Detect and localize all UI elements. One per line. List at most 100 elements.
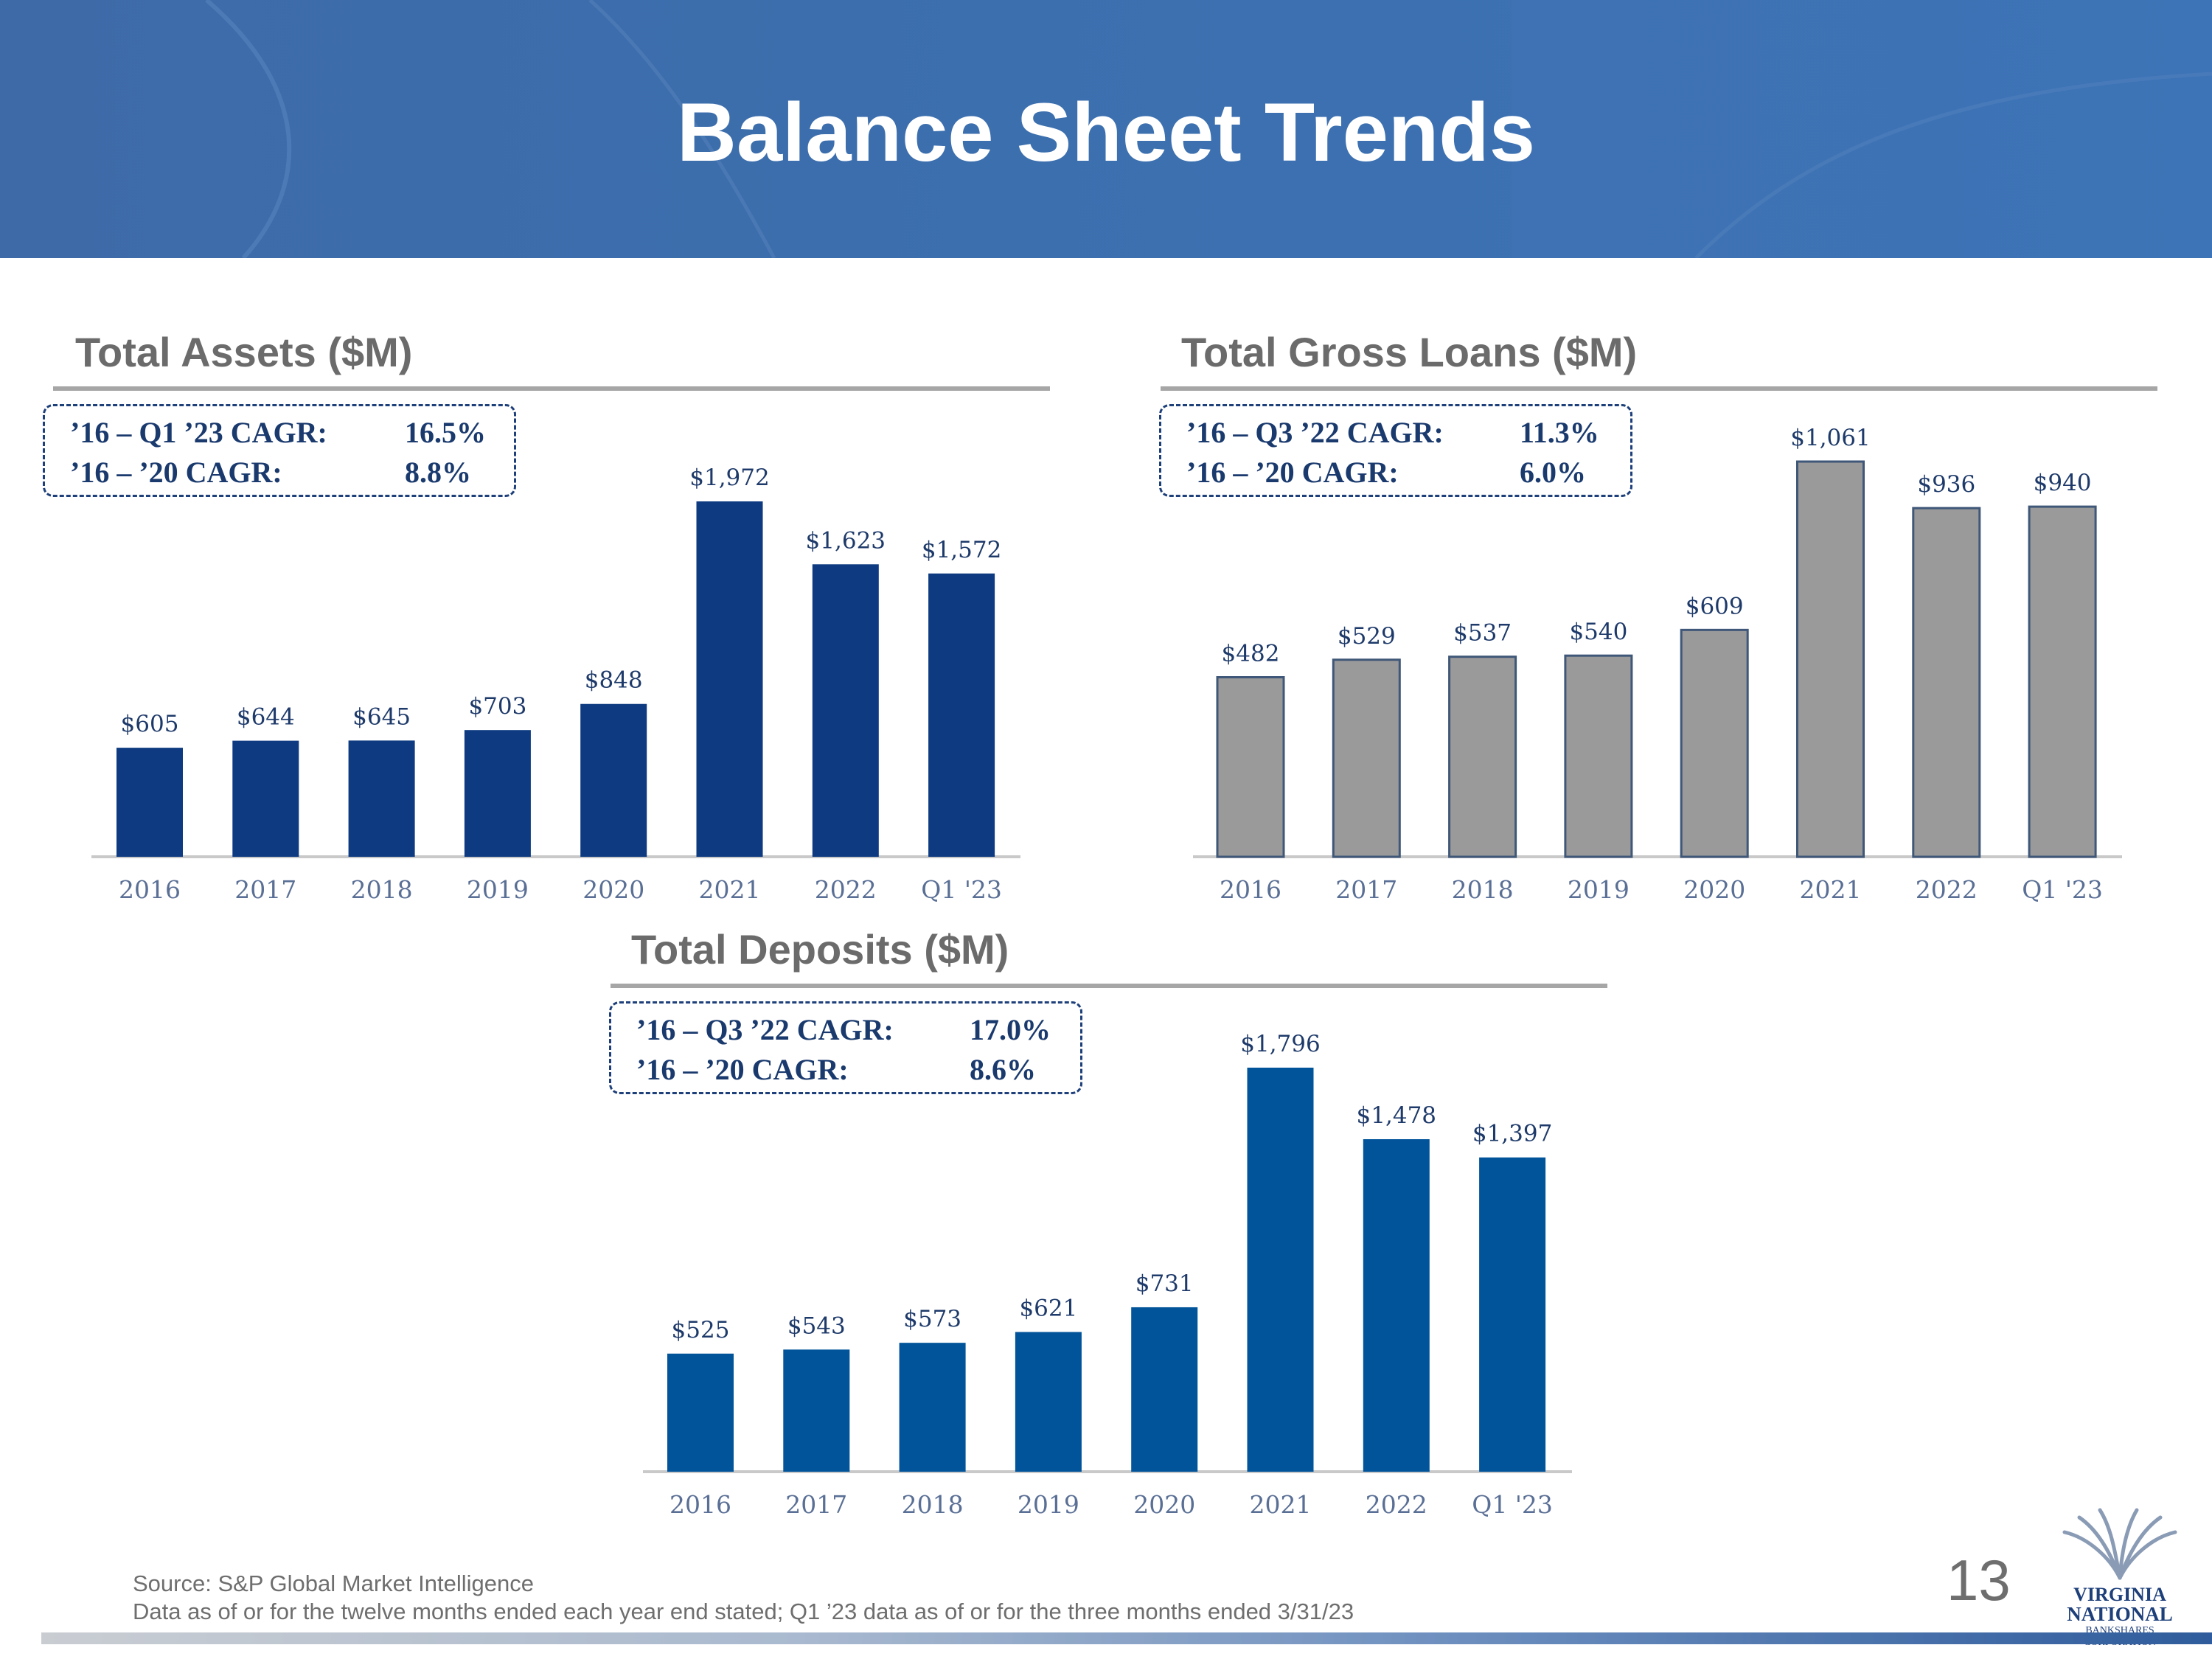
- header-banner: Balance Sheet Trends: [0, 0, 2212, 258]
- x-tick-label: Q1 '23: [1472, 1490, 1553, 1519]
- assets-panel-title: Total Assets ($M): [75, 329, 413, 375]
- page-title: Balance Sheet Trends: [676, 86, 1536, 178]
- bar: [1363, 1139, 1430, 1472]
- footer-gradient-bar: [41, 1632, 2212, 1644]
- bar: [2028, 505, 2097, 858]
- data-label: $573: [903, 1306, 961, 1332]
- company-logo: VIRGINIA NATIONAL BANKSHARES CORPORATION: [2057, 1504, 2183, 1648]
- x-tick-label: 2020: [1683, 875, 1745, 904]
- data-label: $1,796: [1240, 1031, 1320, 1057]
- x-tick-label: 2019: [1018, 1490, 1079, 1519]
- data-label: $1,397: [1472, 1121, 1552, 1147]
- x-tick-label: 2022: [815, 875, 877, 904]
- data-label: $540: [1569, 619, 1627, 645]
- bar: [232, 740, 299, 857]
- data-label: $848: [585, 667, 643, 694]
- data-label: $1,623: [806, 527, 886, 554]
- x-tick-label: 2018: [1452, 875, 1514, 904]
- bar: [928, 573, 995, 857]
- data-label: $1,972: [689, 465, 769, 491]
- assets-cagr-box: ’16 – Q1 ’23 CAGR: 16.5% ’16 – ’20 CAGR:…: [43, 404, 516, 497]
- data-label: $529: [1338, 623, 1396, 650]
- assets-cagr-label-2: ’16 – ’20 CAGR:: [70, 456, 282, 489]
- loans-cagr-label-2: ’16 – ’20 CAGR:: [1186, 456, 1399, 489]
- data-label: $1,572: [922, 537, 1001, 563]
- data-label: $621: [1019, 1295, 1077, 1322]
- data-label: $543: [787, 1312, 846, 1339]
- logo-text-line2: NATIONAL: [2067, 1603, 2173, 1625]
- bar: [1332, 658, 1401, 858]
- bar: [116, 748, 183, 857]
- bar: [1680, 628, 1749, 858]
- bar: [783, 1349, 850, 1472]
- data-label: $525: [672, 1317, 730, 1343]
- x-tick-label: 2019: [467, 875, 529, 904]
- x-tick-label: 2021: [1250, 1490, 1312, 1519]
- data-label: $940: [2034, 470, 2092, 496]
- source-line: Source: S&P Global Market Intelligence: [133, 1571, 534, 1596]
- logo-wheat-icon: [2062, 1508, 2177, 1580]
- bar: [1216, 676, 1285, 858]
- deposits-cagr-value-1: 17.0%: [970, 1013, 1051, 1046]
- assets-title-rule: [53, 386, 1050, 391]
- loans-panel-title: Total Gross Loans ($M): [1181, 329, 1638, 375]
- deposits-title-rule: [611, 984, 1607, 988]
- assets-cagr-value-1: 16.5%: [405, 416, 486, 449]
- deposits-cagr-box: ’16 – Q3 ’22 CAGR: 17.0% ’16 – ’20 CAGR:…: [609, 1001, 1082, 1094]
- logo-text-line1: VIRGINIA: [2073, 1584, 2166, 1605]
- bar: [1448, 655, 1517, 858]
- data-label: $1,478: [1357, 1102, 1436, 1129]
- data-label: $609: [1686, 593, 1744, 619]
- x-tick-label: 2022: [1916, 875, 1978, 904]
- loans-cagr-value-2: 6.0%: [1520, 456, 1586, 489]
- bar: [1015, 1332, 1082, 1472]
- deposits-cagr-label-1: ’16 – Q3 ’22 CAGR:: [636, 1013, 894, 1046]
- x-tick-label: 2018: [902, 1490, 964, 1519]
- deposits-panel-title: Total Deposits ($M): [631, 926, 1009, 973]
- x-tick-label: 2021: [699, 875, 761, 904]
- header-decoration: [205, 0, 2212, 258]
- bar: [1247, 1068, 1314, 1472]
- x-tick-label: 2016: [1220, 875, 1281, 904]
- deposits-cagr-value-2: 8.6%: [970, 1053, 1036, 1086]
- x-tick-label: 2020: [582, 875, 644, 904]
- data-label: $482: [1222, 641, 1280, 667]
- bar: [1564, 654, 1633, 858]
- data-label: $1,061: [1790, 425, 1870, 451]
- loans-cagr-label-1: ’16 – Q3 ’22 CAGR:: [1186, 416, 1444, 449]
- x-tick-label: 2022: [1366, 1490, 1427, 1519]
- bar: [696, 501, 763, 857]
- data-label: $703: [468, 693, 526, 720]
- page-number: 13: [1947, 1548, 2011, 1613]
- bar: [464, 730, 531, 857]
- data-label: $644: [237, 704, 295, 731]
- bar: [899, 1343, 966, 1472]
- deposits-cagr-label-2: ’16 – ’20 CAGR:: [636, 1053, 849, 1086]
- loans-title-rule: [1161, 386, 2157, 391]
- bar: [812, 564, 879, 857]
- bar: [1479, 1157, 1546, 1472]
- x-tick-label: 2017: [234, 875, 296, 904]
- x-tick-label: 2017: [785, 1490, 847, 1519]
- x-tick-label: Q1 '23: [2022, 875, 2103, 904]
- x-tick-label: 2021: [1800, 875, 1862, 904]
- x-tick-label: 2019: [1568, 875, 1630, 904]
- loans-cagr-box: ’16 – Q3 ’22 CAGR: 11.3% ’16 – ’20 CAGR:…: [1159, 404, 1632, 497]
- x-tick-label: 2018: [351, 875, 413, 904]
- x-tick-label: 2020: [1133, 1490, 1195, 1519]
- x-tick-label: 2016: [669, 1490, 731, 1519]
- assets-cagr-label-1: ’16 – Q1 ’23 CAGR:: [70, 416, 327, 449]
- x-tick-label: Q1 '23: [921, 875, 1002, 904]
- bar: [667, 1353, 734, 1472]
- data-label: $605: [121, 711, 179, 737]
- bar: [1131, 1307, 1198, 1472]
- data-label: $537: [1453, 620, 1512, 647]
- bar: [580, 703, 647, 857]
- assets-cagr-value-2: 8.8%: [405, 456, 471, 489]
- data-note-line: Data as of or for the twelve months ende…: [133, 1599, 1354, 1624]
- bar: [1912, 507, 1981, 858]
- data-label: $936: [1917, 471, 1975, 498]
